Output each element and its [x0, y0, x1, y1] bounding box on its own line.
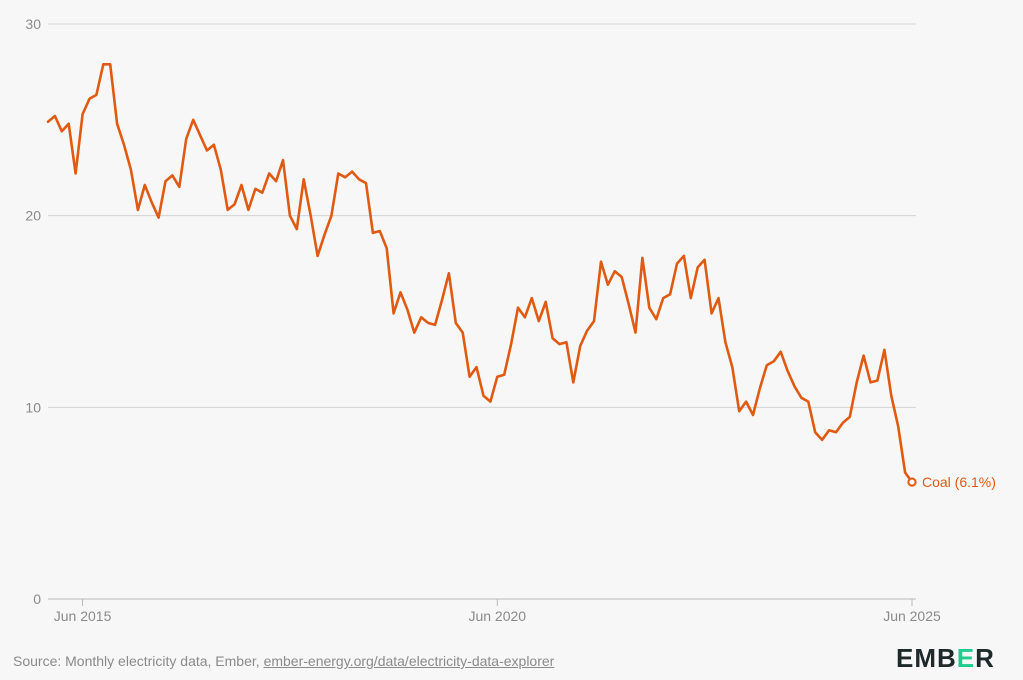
logo-accent: E [956, 643, 976, 673]
source-link[interactable]: ember-energy.org/data/electricity-data-e… [263, 653, 555, 669]
x-tick-label: Jun 2015 [54, 608, 112, 624]
gridlines [48, 23, 916, 600]
y-tick-label: 30 [25, 16, 41, 32]
y-axis-ticks: 0 10 20 30 [25, 16, 41, 607]
x-tick-label: Jun 2020 [468, 608, 526, 624]
y-tick-label: 0 [33, 591, 41, 607]
line-chart: 0 10 20 30 Jun 2015 Jun 2020 Jun 2025 Coal (6… [25, 16, 996, 624]
logo-pre: EMB [896, 643, 957, 673]
series-layer: Coal (6.1%) [46, 63, 996, 490]
source-note: Source: Monthly electricity data, Ember,… [13, 653, 554, 669]
y-tick-label: 20 [25, 208, 41, 224]
series-line-coal [46, 63, 914, 484]
x-tick-label: Jun 2025 [883, 608, 941, 624]
series-end-marker [907, 477, 917, 487]
source-prefix: Source: Monthly electricity data, Ember, [13, 653, 264, 669]
series-end-label: Coal (6.1%) [922, 474, 996, 490]
logo-post: R [975, 643, 995, 673]
y-tick-label: 10 [25, 399, 41, 415]
ember-logo: EMBER [896, 643, 995, 674]
x-axis-ticks: Jun 2015 Jun 2020 Jun 2025 [54, 599, 941, 624]
